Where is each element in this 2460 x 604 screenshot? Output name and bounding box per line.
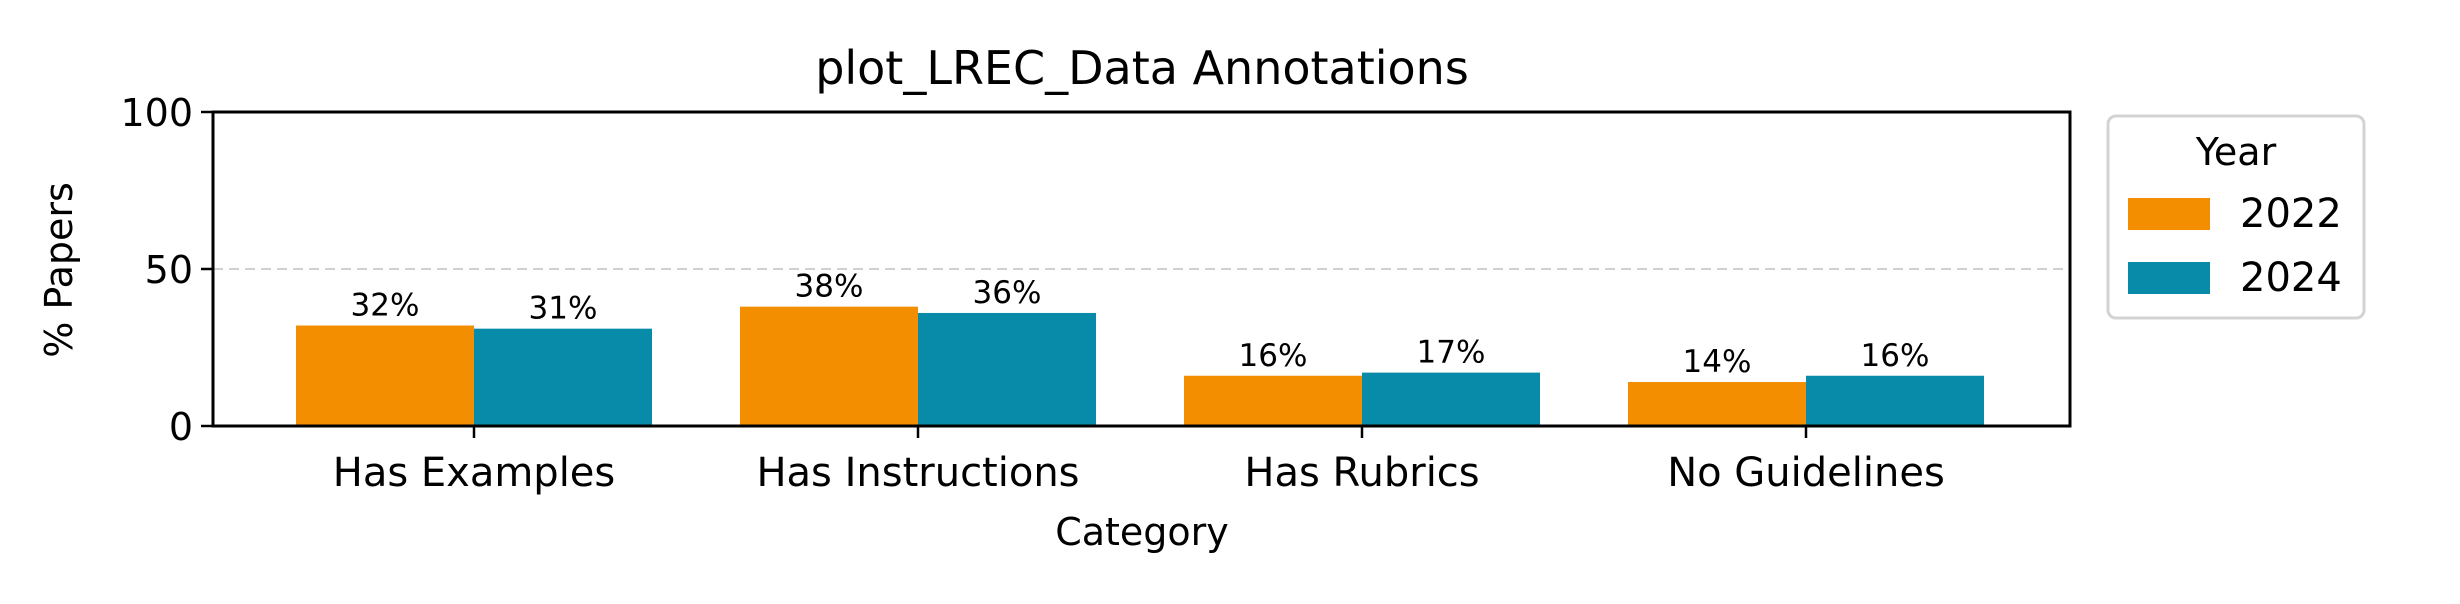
y-axis-label: % Papers	[37, 182, 81, 358]
data-label-2024-1: 36%	[973, 275, 1042, 311]
x-axis-label: Category	[1055, 510, 1229, 554]
bar-2024-2	[1362, 372, 1540, 426]
data-label-2022-1: 38%	[795, 269, 864, 305]
x-tick-label-3: No Guidelines	[1667, 450, 1945, 496]
x-tick-label-1: Has Instructions	[756, 450, 1079, 496]
legend-swatch-2024	[2128, 262, 2210, 294]
y-tick-label-0: 0	[169, 405, 193, 449]
data-label-2022-0: 32%	[351, 288, 420, 324]
legend-title: Year	[2195, 130, 2277, 174]
bars-layer	[296, 306, 1984, 426]
legend-label-2024: 2024	[2240, 255, 2342, 301]
legend: Year 2022 2024	[2106, 114, 2366, 320]
bar-2024-3	[1806, 375, 1984, 426]
data-label-2022-2: 16%	[1239, 338, 1308, 374]
x-tick-label-0: Has Examples	[333, 450, 616, 496]
data-label-2022-3: 14%	[1683, 344, 1752, 380]
legend-swatch-2022	[2128, 198, 2210, 230]
bar-2022-1	[740, 306, 918, 426]
data-labels-layer: 32% 31% 38% 36% 16% 17% 14% 16%	[351, 269, 1930, 380]
axis-layer: Has Examples Has Instructions Has Rubrics N…	[120, 91, 2072, 496]
bar-2022-2	[1184, 375, 1362, 426]
bar-2022-3	[1628, 382, 1806, 426]
data-label-2024-3: 16%	[1861, 338, 1930, 374]
bar-2024-1	[918, 312, 1096, 426]
x-tick-label-2: Has Rubrics	[1244, 450, 1479, 496]
bar-2022-0	[296, 325, 474, 426]
data-label-2024-2: 17%	[1417, 335, 1486, 371]
legend-label-2022: 2022	[2240, 191, 2342, 237]
chart-title: plot_LREC_Data Annotations	[815, 41, 1469, 95]
data-label-2024-0: 31%	[529, 291, 598, 327]
y-tick-label-2: 100	[120, 91, 193, 135]
y-tick-label-1: 50	[145, 248, 193, 292]
bar-2024-0	[474, 328, 652, 426]
